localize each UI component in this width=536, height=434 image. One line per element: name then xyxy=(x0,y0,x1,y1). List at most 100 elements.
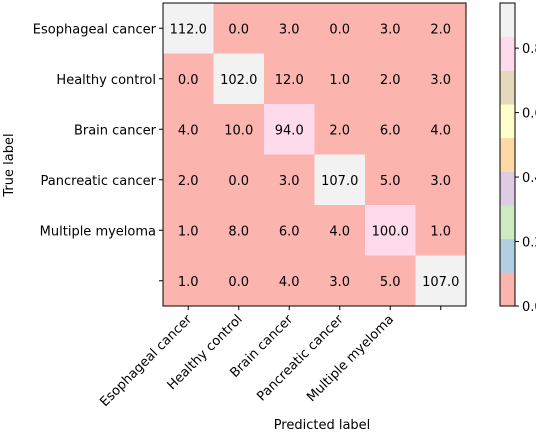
heatmap-cell xyxy=(314,104,366,155)
cell-value-label: 100.0 xyxy=(372,224,409,239)
colorbar-frame xyxy=(499,2,516,307)
colorbar-segment xyxy=(500,272,515,307)
heatmap-cell xyxy=(264,154,315,206)
heatmap-cell xyxy=(314,154,366,206)
y-tick-label: Brain cancer xyxy=(74,123,157,138)
heatmap-cell xyxy=(415,104,467,155)
cell-value-label: 0.0 xyxy=(178,73,199,88)
cell-value-label: 4.0 xyxy=(329,224,350,239)
x-tick-label: Multiple myeloma xyxy=(304,312,397,405)
colorbar-segment xyxy=(500,70,515,105)
y-axis-ticks: Esophageal cancer Healthy control Brain ca… xyxy=(33,22,163,282)
colorbar-tick-label: 0.2 xyxy=(522,236,536,251)
heatmap-cell xyxy=(314,255,366,307)
cell-value-label: 112.0 xyxy=(170,22,207,37)
colorbar-tick-label: 0.8 xyxy=(522,42,536,57)
cell-value-label: 3.0 xyxy=(380,22,401,37)
cell-value-label: 0.0 xyxy=(228,174,249,189)
cell-value-label: 1.0 xyxy=(329,73,350,88)
cell-value-label: 0.0 xyxy=(329,22,350,37)
cell-value-label: 6.0 xyxy=(380,123,401,138)
colorbar-segment xyxy=(500,171,515,206)
colorbar-segment xyxy=(500,137,515,172)
heatmap-cell xyxy=(415,53,467,105)
colorbar-segment xyxy=(500,104,515,139)
y-tick-label: Esophageal cancer xyxy=(33,22,157,37)
y-tick-label: Multiple myeloma xyxy=(40,224,156,239)
heatmap-cell xyxy=(314,53,366,105)
colorbar-tick-label: 0.0 xyxy=(522,300,536,315)
cell-value-label: 0.0 xyxy=(228,22,249,37)
cell-value-label: 3.0 xyxy=(430,73,451,88)
colorbar-tick-label: 0.6 xyxy=(522,107,536,122)
heatmap-cell xyxy=(213,104,265,155)
heatmap-cell xyxy=(264,104,315,155)
cell-value-label: 107.0 xyxy=(422,275,459,290)
cell-value-label: 107.0 xyxy=(321,174,358,189)
cell-value-label: 4.0 xyxy=(430,123,451,138)
heatmap-cell xyxy=(415,205,467,256)
heatmap-cells xyxy=(163,3,467,307)
heatmap-cell xyxy=(163,3,214,54)
cell-value-label: 3.0 xyxy=(430,174,451,189)
heatmap-cell xyxy=(314,205,366,256)
cell-value-label: 0.0 xyxy=(228,275,249,290)
colorbar-segment xyxy=(500,238,515,273)
heatmap-cell xyxy=(163,205,214,256)
heatmap-cell xyxy=(365,53,416,105)
colorbar-segment xyxy=(500,205,515,240)
heatmap-cell xyxy=(264,255,315,307)
heatmap-cell xyxy=(415,3,467,54)
heatmap-cell xyxy=(415,255,467,307)
heatmap-cell xyxy=(365,104,416,155)
heatmap-cell xyxy=(365,205,416,256)
heatmap-cell xyxy=(264,205,315,256)
heatmap-cell xyxy=(163,104,214,155)
cell-value-label: 102.0 xyxy=(220,73,257,88)
heatmap-cell-labels: 112.0 0.0 3.0 0.0 3.0 2.0 0.0 102.0 12.0 1.0 2.0 3.… xyxy=(170,22,460,290)
cell-value-label: 2.0 xyxy=(430,22,451,37)
cell-value-label: 1.0 xyxy=(178,224,199,239)
colorbar-tick-label: 0.4 xyxy=(522,171,536,186)
y-axis-label: True label xyxy=(2,133,17,197)
heatmap-cell xyxy=(163,255,214,307)
cell-value-label: 94.0 xyxy=(275,123,304,138)
heatmap-cell xyxy=(415,154,467,206)
cell-value-label: 2.0 xyxy=(380,73,401,88)
heatmap-cell xyxy=(314,3,366,54)
cell-value-label: 5.0 xyxy=(380,275,401,290)
heatmap-cell xyxy=(365,3,416,54)
heatmap-cell xyxy=(163,53,214,105)
heatmap-cell xyxy=(365,255,416,307)
x-tick-label: Pancreatic cancer xyxy=(254,312,347,405)
cell-value-label: 2.0 xyxy=(329,123,350,138)
cell-value-label: 3.0 xyxy=(329,275,350,290)
cell-value-label: 1.0 xyxy=(430,224,451,239)
colorbar: 0.0 0.2 0.4 0.6 0.8 xyxy=(499,2,536,315)
plot-frame xyxy=(162,2,467,307)
cell-value-label: 8.0 xyxy=(228,224,249,239)
cell-value-label: 4.0 xyxy=(178,123,199,138)
cell-value-label: 6.0 xyxy=(279,224,300,239)
x-tick-label: Esophageal cancer xyxy=(97,312,195,410)
heatmap-cell xyxy=(365,154,416,206)
heatmap-cell xyxy=(213,255,265,307)
heatmap-cell xyxy=(213,154,265,206)
cell-value-label: 1.0 xyxy=(178,275,199,290)
colorbar-segment xyxy=(500,36,515,71)
cell-value-label: 10.0 xyxy=(224,123,253,138)
y-tick-label: Healthy control xyxy=(56,73,156,88)
heatmap-cell xyxy=(213,205,265,256)
heatmap-cell xyxy=(213,3,265,54)
cell-value-label: 3.0 xyxy=(279,174,300,189)
cell-value-label: 3.0 xyxy=(279,22,300,37)
cell-value-label: 12.0 xyxy=(275,73,304,88)
cell-value-label: 2.0 xyxy=(178,174,199,189)
cell-value-label: 5.0 xyxy=(380,174,401,189)
heatmap-cell xyxy=(264,3,315,54)
heatmap-cell xyxy=(213,53,265,105)
heatmap-cell xyxy=(163,154,214,206)
cell-value-label: 4.0 xyxy=(279,275,300,290)
